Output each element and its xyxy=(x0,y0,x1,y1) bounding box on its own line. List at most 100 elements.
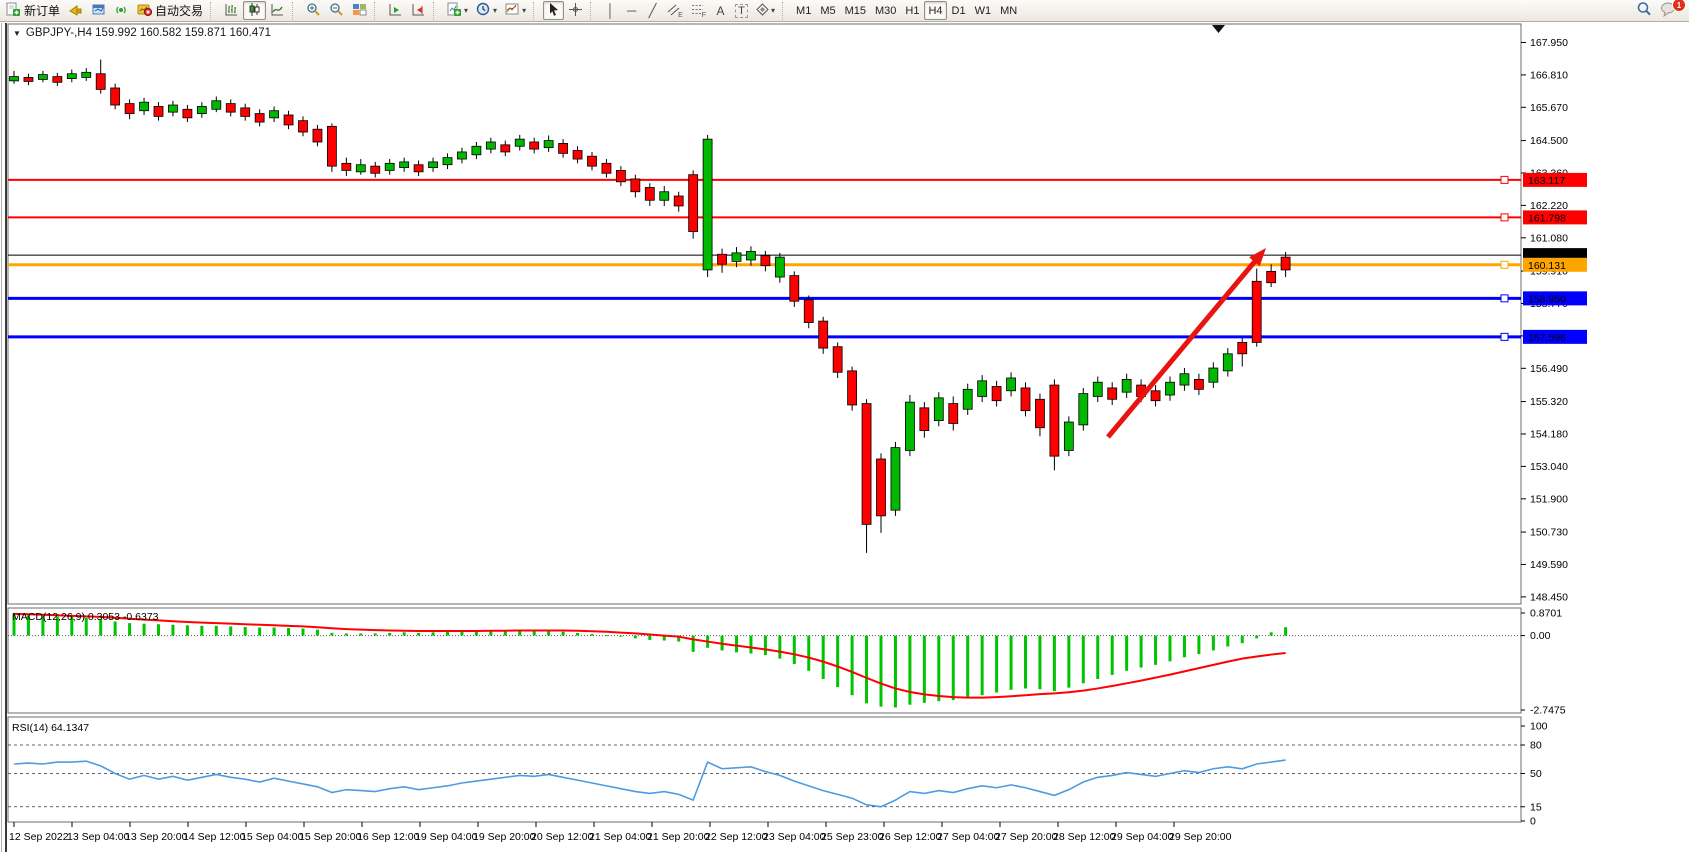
svg-text:161.798: 161.798 xyxy=(1528,212,1566,224)
auto-scroll-icon xyxy=(388,2,403,20)
horizontal-line-icon: ─ xyxy=(626,3,637,18)
templates-menu-button[interactable]: ▾ xyxy=(501,1,530,20)
timeframe-h1-button[interactable]: H1 xyxy=(901,1,923,20)
chart-dropdown-icon[interactable]: ▼ xyxy=(13,28,21,38)
timeframe-m15-button[interactable]: M15 xyxy=(841,1,870,20)
signals-button[interactable] xyxy=(110,1,133,20)
svg-text:0: 0 xyxy=(1530,816,1536,828)
svg-text:150.730: 150.730 xyxy=(1530,527,1568,539)
rsi-line xyxy=(13,759,1286,808)
chart-shift-button[interactable] xyxy=(407,1,430,20)
template-icon xyxy=(505,2,520,20)
horizontal-line-tool-button[interactable]: ─ xyxy=(621,1,642,20)
zoom-out-button[interactable] xyxy=(325,1,348,20)
vertical-line-tool-button[interactable]: │ xyxy=(600,1,621,20)
indicators-menu-button[interactable]: ▾ xyxy=(443,1,472,20)
fibonacci-tool-button[interactable]: F xyxy=(687,1,710,20)
timeframe-w1-button[interactable]: W1 xyxy=(971,1,996,20)
chart-shift-icon xyxy=(411,2,426,20)
svg-text:50: 50 xyxy=(1530,768,1542,780)
timeframe-m5-button[interactable]: M5 xyxy=(816,1,839,20)
svg-text:163.117: 163.117 xyxy=(1528,175,1565,187)
svg-text:23 Sep 04:00: 23 Sep 04:00 xyxy=(763,831,826,843)
svg-text:155.320: 155.320 xyxy=(1530,396,1568,408)
search-button[interactable] xyxy=(1632,1,1656,20)
equidistant-channel-tool-button[interactable]: E xyxy=(663,1,687,20)
svg-text:19 Sep 04:00: 19 Sep 04:00 xyxy=(415,831,478,843)
svg-text:0.8701: 0.8701 xyxy=(1530,608,1562,620)
search-icon xyxy=(1636,1,1652,20)
svg-text:164.500: 164.500 xyxy=(1530,135,1568,147)
toolbar-separator xyxy=(433,1,440,20)
text-label-tool-button[interactable]: T xyxy=(731,1,752,20)
horizontal-lines[interactable] xyxy=(8,175,1521,341)
svg-text:16 Sep 12:00: 16 Sep 12:00 xyxy=(357,831,420,843)
text-tool-button[interactable]: A xyxy=(710,1,731,20)
svg-text:26 Sep 12:00: 26 Sep 12:00 xyxy=(879,831,942,843)
timeframe-m1-button[interactable]: M1 xyxy=(792,1,815,20)
auto-scroll-button[interactable] xyxy=(384,1,407,20)
timeframe-group: M1 M5 M15 M30 H1 H4 D1 W1 MN xyxy=(792,1,1021,20)
macd-signal-line xyxy=(13,612,1286,699)
timeframe-d1-button[interactable]: D1 xyxy=(948,1,970,20)
tile-windows-icon xyxy=(352,2,367,20)
chevron-down-icon: ▾ xyxy=(464,6,469,15)
hline-anchor[interactable] xyxy=(1500,332,1509,341)
price-axis[interactable]: 167.950166.810165.670164.500163.360162.2… xyxy=(1521,37,1568,603)
arrows-icon xyxy=(756,2,769,19)
timeframe-h4-button[interactable]: H4 xyxy=(924,1,947,20)
horn-icon xyxy=(68,2,83,20)
crosshair-icon xyxy=(568,2,583,20)
cursor-tool-button[interactable] xyxy=(543,1,565,20)
crosshair-tool-button[interactable] xyxy=(564,1,587,20)
trend-arrow[interactable] xyxy=(1106,248,1266,439)
chevron-down-icon: ▾ xyxy=(493,6,498,15)
bar-chart-type-button[interactable] xyxy=(220,1,243,20)
chart-title-bar: ▼ GBPJPY-,H4 159.992 160.582 159.871 160… xyxy=(13,27,271,39)
svg-text:158.950: 158.950 xyxy=(1528,293,1566,305)
bar-chart-icon xyxy=(224,2,239,20)
trend-line-icon: ╱ xyxy=(648,2,657,18)
timeframe-mn-button[interactable]: MN xyxy=(996,1,1021,20)
svg-text:157.596: 157.596 xyxy=(1528,332,1566,344)
svg-text:80: 80 xyxy=(1530,740,1542,752)
channel-icon xyxy=(667,3,680,19)
new-order-button[interactable]: 新订单 xyxy=(2,1,64,20)
tile-windows-button[interactable] xyxy=(348,1,371,20)
periods-menu-button[interactable]: ▾ xyxy=(472,1,501,20)
timeframe-m30-button[interactable]: M30 xyxy=(871,1,900,20)
auto-trading-button[interactable]: 自动交易 xyxy=(133,1,207,20)
line-chart-type-button[interactable] xyxy=(266,1,289,20)
toolbar-separator xyxy=(590,1,597,20)
svg-text:0.00: 0.00 xyxy=(1530,630,1551,642)
toolbar-right-group: 1 xyxy=(1632,0,1686,20)
svg-text:27 Sep 20:00: 27 Sep 20:00 xyxy=(995,831,1058,843)
zoom-in-button[interactable] xyxy=(302,1,325,20)
channel-sub-label: E xyxy=(678,12,683,19)
chat-button[interactable]: 1 xyxy=(1656,0,1686,20)
fibonacci-icon xyxy=(691,3,704,19)
hline-anchor[interactable] xyxy=(1500,175,1509,184)
hline-anchor[interactable] xyxy=(1500,213,1509,222)
svg-text:100: 100 xyxy=(1530,721,1548,733)
candlestick-icon xyxy=(247,2,262,20)
zoom-out-icon xyxy=(329,2,344,20)
trend-line-tool-button[interactable]: ╱ xyxy=(642,1,663,20)
chart-shift-marker[interactable] xyxy=(1212,25,1225,33)
signal-icon xyxy=(114,2,129,20)
market-window-button[interactable] xyxy=(87,1,110,20)
announcement-button[interactable] xyxy=(64,1,87,20)
arrows-tool-button[interactable]: ▾ xyxy=(752,1,779,20)
svg-text:156.490: 156.490 xyxy=(1530,363,1568,375)
hline-anchor[interactable] xyxy=(1500,260,1509,269)
cursor-icon xyxy=(547,2,560,19)
svg-text:29 Sep 04:00: 29 Sep 04:00 xyxy=(1111,831,1174,843)
window-icon xyxy=(91,2,106,20)
svg-text:165.670: 165.670 xyxy=(1530,102,1568,114)
candlestick-type-button[interactable] xyxy=(243,1,267,20)
hline-anchor[interactable] xyxy=(1500,294,1509,303)
candles xyxy=(9,59,1291,553)
